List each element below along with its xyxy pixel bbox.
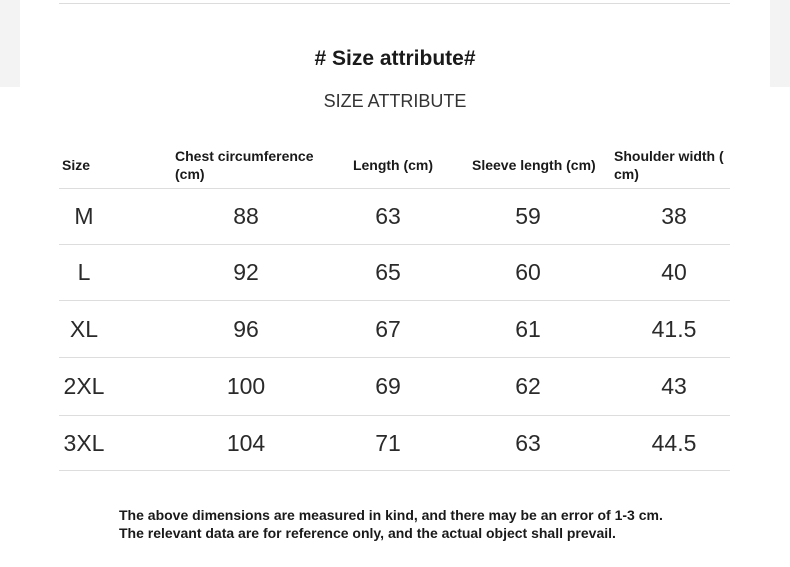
header-chest: Chest circumference (cm): [175, 147, 314, 182]
top-divider: [59, 3, 730, 4]
cell-chest: 104: [226, 429, 266, 456]
cell-length: 69: [375, 373, 401, 399]
cell-shoulder: 44.5: [651, 429, 697, 456]
header-length: Length (cm): [352, 156, 434, 173]
header-sleeve: Sleeve length (cm): [472, 156, 596, 173]
cell-sleeve: 62: [515, 373, 541, 399]
cell-length: 71: [375, 429, 401, 456]
cell-sleeve: 61: [515, 315, 541, 342]
table-row: M 88 63 59 38: [59, 189, 730, 245]
section-subheading: SIZE ATTRIBUTE: [323, 91, 467, 111]
measurement-disclaimer: The above dimensions are measured in kin…: [119, 507, 663, 541]
cell-size: XL: [69, 315, 99, 342]
table-row: 3XL 104 71 63 44.5: [59, 416, 730, 471]
cell-length: 63: [375, 203, 401, 229]
cell-sleeve: 59: [515, 203, 541, 229]
cell-shoulder: 38: [661, 203, 687, 229]
cell-size: 2XL: [63, 373, 105, 399]
cell-length: 65: [375, 259, 401, 285]
cell-size: M: [74, 203, 94, 229]
cell-chest: 88: [233, 203, 259, 229]
table-row: 2XL 100 69 62 43: [59, 358, 730, 416]
table-row: L 92 65 60 40: [59, 245, 730, 301]
header-shoulder: Shoulder width ( cm): [614, 147, 724, 182]
cell-sleeve: 60: [515, 259, 541, 285]
section-heading: # Size attribute#: [314, 47, 476, 70]
content-card: [20, 0, 770, 567]
cell-chest: 100: [226, 373, 266, 399]
cell-shoulder: 43: [661, 373, 687, 399]
size-table: Size Chest circumference (cm) Length (cm…: [59, 141, 730, 471]
cell-length: 67: [375, 315, 401, 342]
table-header-row: Size Chest circumference (cm) Length (cm…: [59, 141, 730, 189]
cell-size: 3XL: [63, 429, 105, 456]
cell-shoulder: 41.5: [651, 315, 697, 342]
cell-shoulder: 40: [661, 259, 687, 285]
cell-sleeve: 63: [515, 429, 541, 456]
cell-chest: 92: [233, 259, 259, 285]
header-size: Size: [62, 156, 91, 173]
table-row: XL 96 67 61 41.5: [59, 301, 730, 358]
cell-size: L: [77, 259, 91, 285]
cell-chest: 96: [233, 315, 259, 342]
